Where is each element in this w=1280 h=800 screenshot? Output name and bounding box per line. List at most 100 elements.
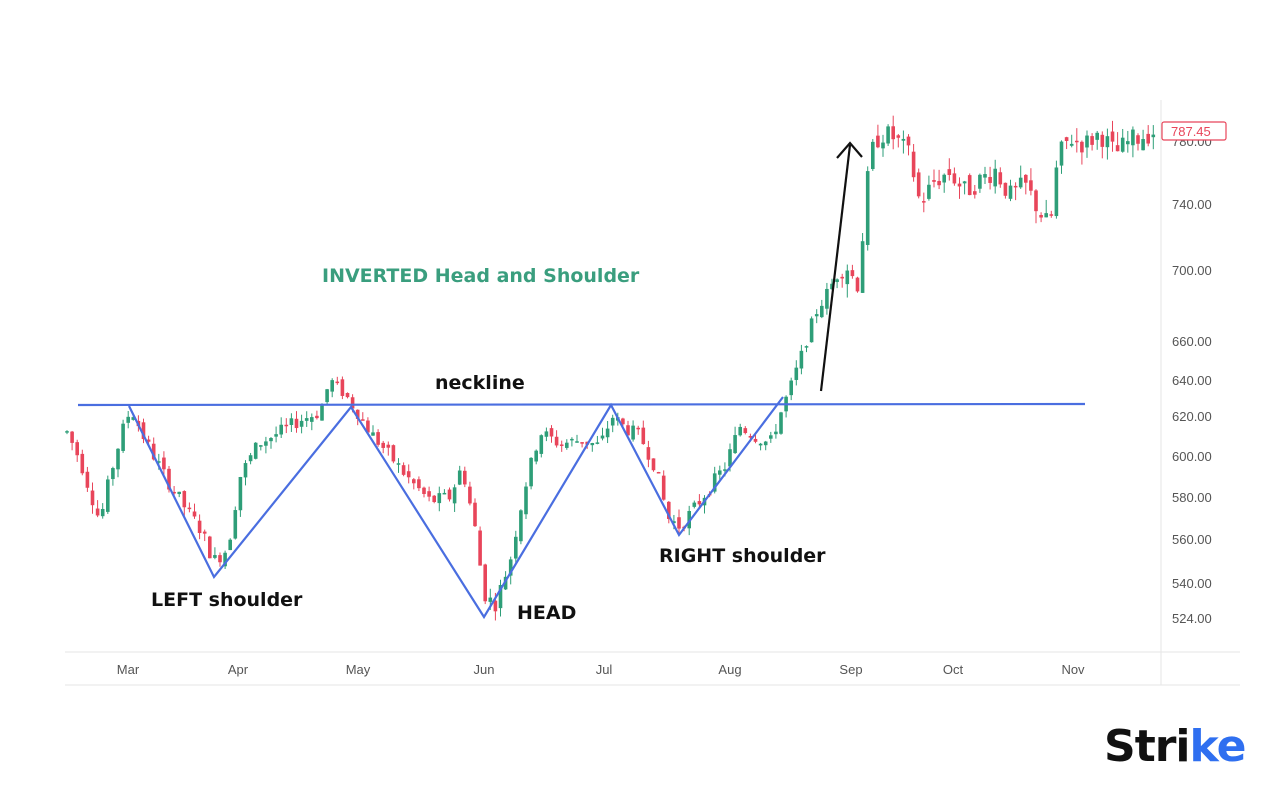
candle-body	[973, 191, 977, 195]
candle-body	[70, 431, 74, 443]
candle-body	[335, 381, 340, 384]
candle-body	[651, 458, 656, 471]
candle-body	[621, 418, 625, 425]
y-tick-label: 580.00	[1172, 490, 1212, 505]
candle-body	[809, 318, 814, 343]
logo-text-accent: ke	[1189, 721, 1247, 772]
candle-body	[131, 417, 136, 420]
candle-body	[1064, 137, 1069, 141]
candle-body	[202, 531, 207, 534]
candle-body	[442, 492, 447, 495]
candle-body	[330, 380, 334, 392]
candle-body	[667, 501, 671, 519]
candle-body	[223, 552, 227, 567]
candle-body	[80, 453, 85, 474]
candle-body	[881, 142, 885, 149]
candle-body	[758, 443, 763, 446]
candle-body	[1049, 214, 1054, 216]
candle-body	[723, 469, 727, 471]
candle-body	[916, 172, 921, 197]
candle-body	[498, 584, 503, 609]
candle-body	[457, 470, 462, 485]
candle-body	[452, 487, 457, 504]
right-shoulder-label: RIGHT shoulder	[659, 545, 826, 567]
candle-body	[1151, 134, 1156, 138]
candle-body	[488, 597, 493, 602]
candle-body	[503, 576, 508, 590]
candle-body	[299, 420, 304, 427]
candle-body	[656, 472, 661, 474]
candle-body	[182, 491, 187, 508]
candle-body	[100, 508, 105, 517]
candle-body	[748, 435, 753, 438]
candle-body	[605, 428, 610, 438]
candle-body	[799, 350, 804, 369]
candle-body	[769, 435, 773, 439]
chart-title: INVERTED Head and Shoulder	[322, 265, 640, 287]
candle-body	[157, 461, 161, 463]
candle-body	[519, 510, 523, 542]
candle-body	[896, 135, 901, 138]
y-tick-label: 740.00	[1172, 197, 1212, 212]
candle-body	[269, 438, 273, 442]
candle-body	[610, 417, 615, 426]
candle-body	[1136, 135, 1140, 144]
candle-body	[580, 442, 584, 444]
x-axis-ticks: Mar Apr May Jun Jul Aug Sep Oct Nov	[117, 662, 1085, 677]
candle-body	[371, 432, 375, 436]
candle-body	[967, 175, 972, 196]
candle-body	[355, 409, 360, 419]
candle-body	[345, 392, 350, 398]
candle-body	[942, 174, 946, 183]
candle-body	[473, 502, 477, 527]
candle-body	[274, 434, 278, 437]
x-tick-label: Oct	[943, 662, 964, 677]
candle-body	[406, 471, 411, 478]
candle-body	[692, 502, 697, 507]
candle-body	[167, 468, 171, 490]
candle-body	[774, 431, 778, 435]
candle-body	[1080, 141, 1084, 153]
candle-body	[162, 457, 166, 470]
candle-body	[794, 367, 799, 380]
candle-body	[911, 151, 916, 178]
candle-body	[361, 419, 365, 421]
candle-body	[1059, 141, 1064, 166]
candle-body	[213, 555, 217, 558]
candle-body	[779, 412, 783, 434]
candle-body	[320, 405, 324, 421]
candle-body	[825, 288, 829, 309]
candle-body	[1095, 132, 1099, 140]
candle-body	[376, 432, 380, 445]
candle-body	[141, 422, 146, 440]
candle-body	[116, 448, 120, 470]
candle-body	[600, 435, 605, 439]
candle-body	[534, 450, 538, 462]
candle-body	[218, 555, 222, 563]
candle-body	[672, 521, 676, 524]
candle-body	[294, 418, 299, 429]
candle-body	[1085, 135, 1089, 148]
candle-body	[855, 277, 860, 292]
candle-body	[927, 184, 931, 199]
candle-body	[1090, 136, 1094, 145]
y-tick-label: 700.00	[1172, 263, 1212, 278]
candle-body	[1110, 131, 1115, 142]
candle-body	[432, 495, 436, 503]
candle-body	[845, 270, 850, 285]
candle-body	[1003, 182, 1008, 196]
candle-body	[192, 511, 197, 517]
logo-text-main: Stri	[1104, 721, 1191, 772]
candle-body	[840, 276, 844, 279]
candle-body	[549, 428, 554, 437]
candle-body	[248, 455, 253, 462]
candle-body	[1008, 185, 1013, 199]
x-tick-label: Mar	[117, 662, 140, 677]
candle-body	[565, 442, 569, 448]
candle-body	[947, 169, 952, 175]
candle-body	[804, 346, 809, 348]
candle-body	[121, 423, 125, 451]
candle-body	[901, 138, 906, 141]
candle-body	[524, 486, 528, 515]
candle-body	[75, 442, 79, 456]
